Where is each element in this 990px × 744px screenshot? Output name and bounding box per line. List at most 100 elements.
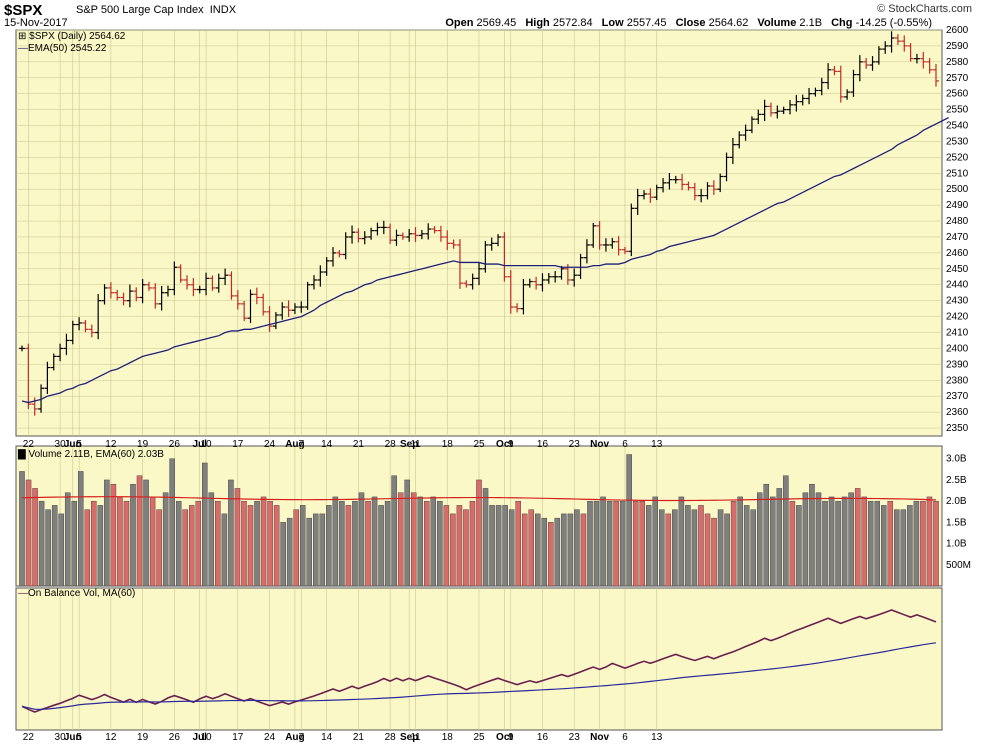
volume-bar — [933, 500, 939, 587]
x-tick-label-bottom: 16 — [537, 732, 549, 743]
volume-bar — [437, 500, 443, 587]
volume-bar — [149, 496, 156, 587]
volume-bar — [38, 500, 45, 587]
x-tick-label: 25 — [473, 439, 485, 450]
volume-bar — [698, 505, 704, 587]
volume-y-tick: 2.5B — [946, 475, 967, 486]
volume-bar — [273, 505, 280, 587]
volume-bar — [228, 479, 234, 587]
x-tick-label: Oct — [496, 439, 513, 450]
volume-bar — [867, 500, 874, 587]
x-tick-label: 9 — [508, 439, 514, 450]
volume-bar — [188, 505, 195, 587]
volume-bar — [319, 513, 326, 587]
x-tick-label-bottom: 26 — [169, 732, 181, 743]
volume-bar — [143, 479, 149, 587]
volume-bar — [508, 509, 515, 587]
volume-bar — [234, 488, 241, 587]
volume-bar — [567, 513, 574, 587]
y-tick-label: 2540 — [946, 121, 969, 132]
volume-bar — [221, 513, 228, 587]
volume-bar — [561, 513, 567, 587]
x-tick-label: 7 — [298, 439, 304, 450]
volume-bar — [913, 500, 920, 587]
volume-bar — [32, 488, 38, 587]
volume-bar — [247, 505, 254, 587]
x-tick-label-bottom: 25 — [473, 732, 485, 743]
y-tick-label: 2490 — [946, 200, 969, 211]
x-tick-label: Sep — [400, 439, 418, 450]
x-tick-label-bottom: 23 — [569, 732, 581, 743]
x-tick-label-bottom: Nov — [590, 732, 609, 743]
x-tick-label: Nov — [590, 439, 609, 450]
x-tick-label-bottom: 12 — [105, 732, 117, 743]
volume-bar — [672, 509, 678, 587]
volume-bar — [632, 500, 639, 587]
y-tick-label: 2600 — [946, 25, 969, 36]
y-tick-label: 2590 — [946, 41, 969, 52]
y-tick-label: 2420 — [946, 312, 969, 323]
volume-bar — [175, 500, 182, 587]
y-tick-label: 2530 — [946, 136, 969, 147]
x-tick-label-bottom: Aug — [285, 732, 304, 743]
volume-bar — [424, 500, 430, 587]
volume-ema-line — [21, 496, 936, 502]
volume-bar — [613, 500, 619, 587]
volume-bar — [626, 454, 632, 587]
x-tick-label: Aug — [285, 439, 304, 450]
y-tick-label: 2400 — [946, 343, 969, 354]
volume-bar — [378, 505, 384, 587]
x-tick-label: 22 — [23, 439, 35, 450]
x-tick-label-bottom: Oct — [496, 732, 513, 743]
x-tick-label-bottom: 22 — [23, 732, 35, 743]
volume-bar — [104, 479, 110, 587]
x-tick-label: 23 — [569, 439, 581, 450]
volume-bar — [802, 492, 809, 587]
y-tick-label: 2510 — [946, 168, 969, 179]
volume-bar — [809, 483, 815, 587]
volume-bar — [169, 458, 175, 587]
x-tick-label: 21 — [353, 439, 365, 450]
y-tick-label: 2370 — [946, 391, 969, 402]
y-tick-label: 2380 — [946, 375, 969, 386]
volume-bar — [91, 500, 97, 587]
volume-bar — [241, 500, 247, 587]
volume-bar — [299, 505, 306, 587]
y-tick-label: 2450 — [946, 264, 969, 275]
volume-bar — [756, 492, 763, 587]
x-tick-label: 17 — [232, 439, 244, 450]
chart-header: $SPX S&P 500 Large Cap Index INDX 15-Nov… — [0, 0, 990, 30]
volume-y-tick: 2.0B — [946, 496, 967, 507]
x-tick-label: Jun — [64, 439, 82, 450]
volume-bar — [58, 513, 64, 587]
chart-date: 15-Nov-2017 — [4, 17, 68, 29]
obv-ma-line — [21, 642, 937, 710]
volume-legend: ▇ Volume 2.11B, EMA(60) 2.03B — [18, 449, 164, 460]
volume-bar — [45, 509, 51, 587]
volume-bar — [215, 500, 221, 587]
volume-bar — [280, 522, 286, 587]
ema50-line — [21, 116, 949, 404]
volume-bar — [482, 488, 489, 587]
volume-bar — [711, 517, 717, 587]
price-legend-icon: ⊞ — [18, 31, 27, 42]
volume-bar — [286, 517, 293, 587]
volume-bar — [456, 505, 463, 587]
y-tick-label: 2550 — [946, 105, 969, 116]
volume-bar — [352, 500, 358, 587]
volume-bar — [815, 492, 822, 587]
volume-bar — [443, 505, 450, 587]
volume-bar — [828, 496, 835, 587]
volume-bar — [659, 509, 665, 587]
volume-bar — [130, 483, 136, 587]
x-tick-label: 14 — [321, 439, 333, 450]
y-tick-label: 2460 — [946, 248, 969, 259]
volume-bar — [384, 500, 391, 587]
ohlc-readout: Open 2569.45 High 2572.84 Low 2557.45 Cl… — [445, 17, 932, 29]
volume-bar — [515, 500, 521, 587]
x-tick-label-bottom: 17 — [232, 732, 244, 743]
volume-bar — [489, 505, 495, 587]
volume-bar — [678, 496, 685, 587]
volume-bar — [606, 500, 613, 587]
volume-bar — [691, 509, 698, 587]
